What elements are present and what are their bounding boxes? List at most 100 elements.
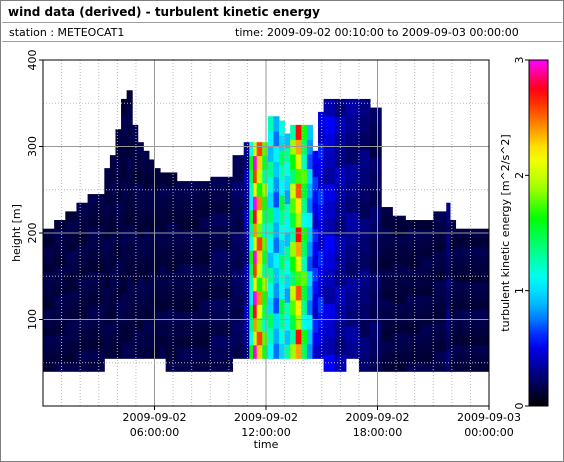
heatmap-cell — [267, 191, 274, 208]
heatmap-cell — [370, 305, 382, 323]
heatmap-cell — [334, 337, 347, 355]
heatmap-cell — [115, 186, 122, 202]
heatmap-cell — [279, 120, 286, 136]
heatmap-cell — [433, 271, 447, 282]
heatmap-cell — [290, 154, 297, 170]
heatmap-cell — [345, 163, 360, 181]
heatmap-cell — [249, 155, 254, 170]
heatmap-cell — [256, 155, 263, 170]
heatmap-cell — [295, 270, 302, 286]
heatmap-cell — [267, 161, 274, 178]
heatmap-cell — [252, 169, 258, 184]
heatmap-cell — [154, 275, 161, 288]
heatmap-cell — [267, 207, 274, 223]
heatmap-cell — [306, 256, 313, 272]
heatmap-cell — [345, 212, 360, 230]
heatmap-cell — [132, 343, 139, 359]
heatmap-cell — [279, 224, 286, 240]
heatmap-cell — [54, 229, 66, 240]
heatmap-cell — [405, 238, 421, 249]
heatmap-cell — [284, 330, 291, 345]
heatmap-cell — [121, 228, 128, 246]
heatmap-cell — [137, 182, 144, 197]
heatmap-cell — [176, 240, 200, 253]
heatmap-cell — [54, 324, 66, 334]
heatmap-cell — [446, 350, 451, 362]
heatmap-cell — [392, 225, 406, 236]
heatmap-cell — [290, 227, 297, 243]
heatmap-cell — [252, 155, 258, 170]
heatmap-cell — [323, 184, 336, 202]
heatmap-cell — [312, 241, 319, 256]
heatmap-cell — [273, 161, 280, 178]
heatmap-cell — [54, 220, 66, 230]
heatmap-cell — [381, 361, 393, 372]
heatmap-cell — [160, 288, 167, 301]
heatmap-cell — [306, 343, 313, 359]
heatmap-cell — [232, 333, 245, 347]
heatmap-cell — [121, 98, 128, 116]
heatmap-cell — [126, 308, 133, 326]
heatmap-cell — [104, 298, 111, 312]
heatmap-cell — [252, 196, 258, 211]
heatmap-cell — [273, 328, 280, 344]
heatmap-cell — [301, 197, 308, 213]
heatmap-cell — [290, 343, 297, 359]
heatmap-cell — [176, 288, 200, 301]
heatmap-cell — [345, 261, 360, 278]
heatmap-cell — [318, 250, 325, 267]
heatmap-cell — [446, 287, 451, 298]
heatmap-cell — [318, 204, 325, 221]
heatmap-cell — [284, 302, 291, 317]
heatmap-cell — [232, 256, 245, 270]
heatmap-cell — [249, 169, 254, 184]
heatmap-cell — [243, 155, 250, 170]
heatmap-cell — [358, 201, 371, 219]
heatmap-cell — [290, 212, 297, 228]
heatmap-cell — [284, 260, 291, 275]
heatmap-cell — [306, 314, 313, 330]
heatmap-cell — [405, 352, 421, 363]
heatmap-cell — [295, 168, 302, 184]
heatmap-cell — [267, 328, 274, 344]
heatmap-cell — [433, 211, 447, 222]
heatmap-cell — [306, 183, 313, 199]
heatmap-cell — [405, 286, 421, 297]
heatmap-cell — [381, 309, 393, 321]
x-axis: 2009-09-02 06:00:00 2009-09-02 12:00:00 2009… — [123, 406, 521, 439]
heatmap-cell — [420, 286, 434, 297]
heatmap-cell — [132, 168, 139, 184]
heatmap-cell — [267, 267, 274, 284]
heatmap-cell — [420, 324, 434, 334]
heatmap-cell — [295, 329, 302, 345]
heatmap-cell — [176, 300, 200, 313]
heatmap-cell — [115, 129, 122, 144]
heatmap-cell — [54, 248, 66, 259]
heatmap-cell — [381, 330, 393, 341]
heatmap-cell — [370, 288, 382, 306]
x-tick-date: 2009-09-03 — [457, 411, 521, 424]
heatmap-cell — [370, 140, 382, 158]
heatmap-cell — [210, 298, 234, 311]
heatmap-cell — [54, 352, 66, 363]
heatmap-cell — [104, 168, 111, 181]
heatmap-cell — [104, 287, 111, 300]
heatmap-cell — [455, 362, 490, 372]
heatmap-cell — [210, 274, 234, 287]
heatmap-cell — [370, 173, 382, 191]
heatmap-cell — [455, 353, 490, 363]
heatmap-cell — [358, 150, 371, 168]
heatmap-cell — [392, 361, 406, 372]
heatmap-cell — [405, 248, 421, 259]
heatmap-cell — [392, 293, 406, 304]
heatmap-cell — [243, 196, 250, 211]
heatmap-cell — [284, 344, 291, 359]
heatmap-cell — [165, 296, 178, 310]
heatmap-cell — [290, 300, 297, 316]
heatmap-cell — [143, 280, 150, 294]
heatmap-cell — [87, 194, 105, 206]
heatmap-cell — [323, 150, 336, 168]
heatmap-cell — [87, 338, 105, 350]
y-tick-label: 400 — [26, 50, 39, 71]
